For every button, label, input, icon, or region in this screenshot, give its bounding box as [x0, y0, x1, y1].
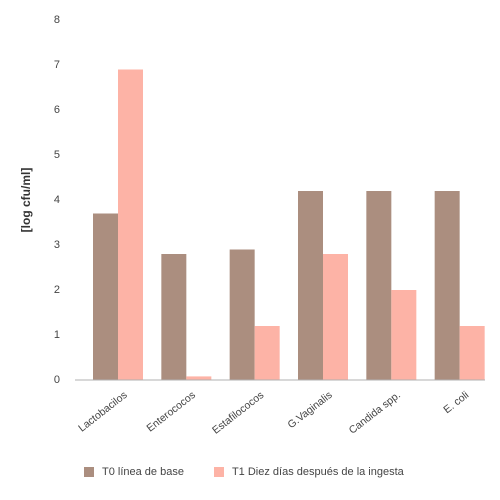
x-category-label: Enterococos: [145, 389, 198, 434]
bar-t0: [93, 213, 118, 380]
x-category-label: G.Vaginalis: [285, 389, 334, 431]
bar-t1: [118, 69, 143, 380]
bar-t1: [459, 326, 485, 380]
legend-item-t1: T1 Diez días después de la ingesta: [213, 466, 404, 478]
bar-t1: [391, 290, 417, 380]
legend-swatch-t1: [213, 467, 224, 477]
x-category-label: E. coli: [441, 389, 471, 416]
legend-item-t0: T0 línea de base: [84, 466, 184, 478]
bar-t1: [254, 326, 280, 380]
bar-t0: [161, 254, 187, 380]
y-tick-label: 5: [54, 149, 60, 161]
legend-label-t0: T0 línea de base: [102, 466, 184, 478]
legend-label-t1: T1 Diez días después de la ingesta: [231, 466, 404, 478]
bar-t1: [186, 376, 212, 380]
x-axis-labels: Lactobacilos Enterococos Estafilococos G.Va…: [76, 389, 471, 437]
bar-t0: [298, 191, 323, 380]
y-tick-label: 7: [54, 59, 60, 71]
y-tick-label: 3: [54, 239, 60, 251]
y-axis-ticks: 0 1 2 3 4 5 6 7 8: [54, 14, 60, 386]
bar-t0: [229, 249, 255, 380]
bar-t0: [434, 191, 460, 380]
y-tick-label: 4: [54, 194, 60, 206]
y-axis-label: [log cfu/ml]: [19, 168, 33, 233]
legend: T0 línea de base T1 Diez días después de…: [84, 466, 404, 478]
bar-t1: [323, 254, 348, 380]
y-tick-label: 2: [54, 284, 60, 296]
y-tick-label: 8: [54, 14, 60, 26]
legend-swatch-t0: [84, 467, 94, 477]
x-category-label: Estafilococos: [210, 389, 266, 437]
y-tick-label: 1: [54, 329, 60, 341]
bar-t0: [366, 191, 392, 380]
y-tick-label: 0: [54, 374, 60, 386]
x-category-label: Candida spp.: [347, 389, 403, 437]
y-tick-label: 6: [54, 104, 60, 116]
bars: [93, 69, 485, 380]
x-category-label: Lactobacilos: [76, 389, 129, 434]
